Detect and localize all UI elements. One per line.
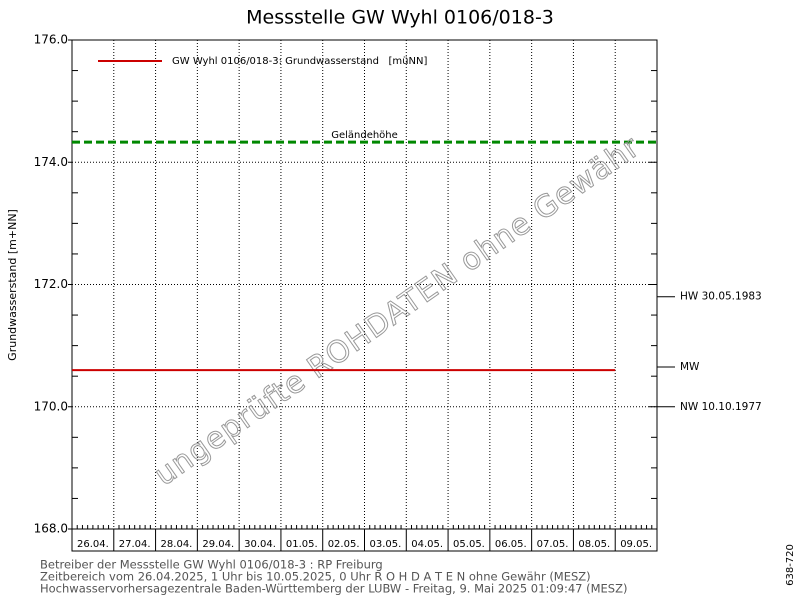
legend-label: GW Wyhl 0106/018-3: Grundwasserstand [mü…: [172, 56, 427, 67]
footer-line: Zeitbereich vom 26.04.2025, 1 Uhr bis 10…: [40, 570, 591, 584]
footer-line: Hochwasservorhersagezentrale Baden-Württ…: [40, 582, 627, 596]
x-tick-label: 07.05.: [537, 539, 569, 550]
reference-label: Geländehöhe: [331, 130, 398, 141]
marker-label: NW 10.10.1977: [680, 401, 762, 413]
chart-title: Messstelle GW Wyhl 0106/018-3: [246, 7, 554, 29]
y-tick-label: 174.0: [34, 155, 68, 169]
x-tick-label: 06.05.: [495, 539, 527, 550]
y-tick-label: 176.0: [34, 33, 68, 47]
x-tick-label: 04.05.: [411, 539, 443, 550]
x-tick-label: 01.05.: [286, 539, 318, 550]
y-tick-label: 168.0: [34, 522, 68, 536]
x-tick-label: 05.05.: [453, 539, 485, 550]
x-tick-label: 27.04.: [119, 539, 151, 550]
x-tick-label: 03.05.: [369, 539, 401, 550]
x-tick-label: 09.05.: [620, 539, 652, 550]
watermark: ungeprüfte ROHDATEN ohne Gewähr: [148, 129, 647, 493]
footer-line: Betreiber der Messstelle GW Wyhl 0106/01…: [40, 558, 383, 572]
x-tick-label: 08.05.: [578, 539, 610, 550]
y-tick-label: 172.0: [34, 277, 68, 291]
x-tick-label: 02.05.: [328, 539, 360, 550]
marker-label: HW 30.05.1983: [680, 291, 762, 303]
x-tick-label: 26.04.: [77, 539, 109, 550]
side-label: 638-720: [785, 544, 796, 586]
x-tick-label: 28.04.: [161, 539, 193, 550]
marker-label: MW: [680, 361, 700, 373]
x-tick-label: 29.04.: [202, 539, 234, 550]
y-tick-label: 170.0: [34, 399, 68, 413]
x-tick-label: 30.04.: [244, 539, 276, 550]
y-axis-label: Grundwasserstand [m+NN]: [6, 209, 19, 361]
